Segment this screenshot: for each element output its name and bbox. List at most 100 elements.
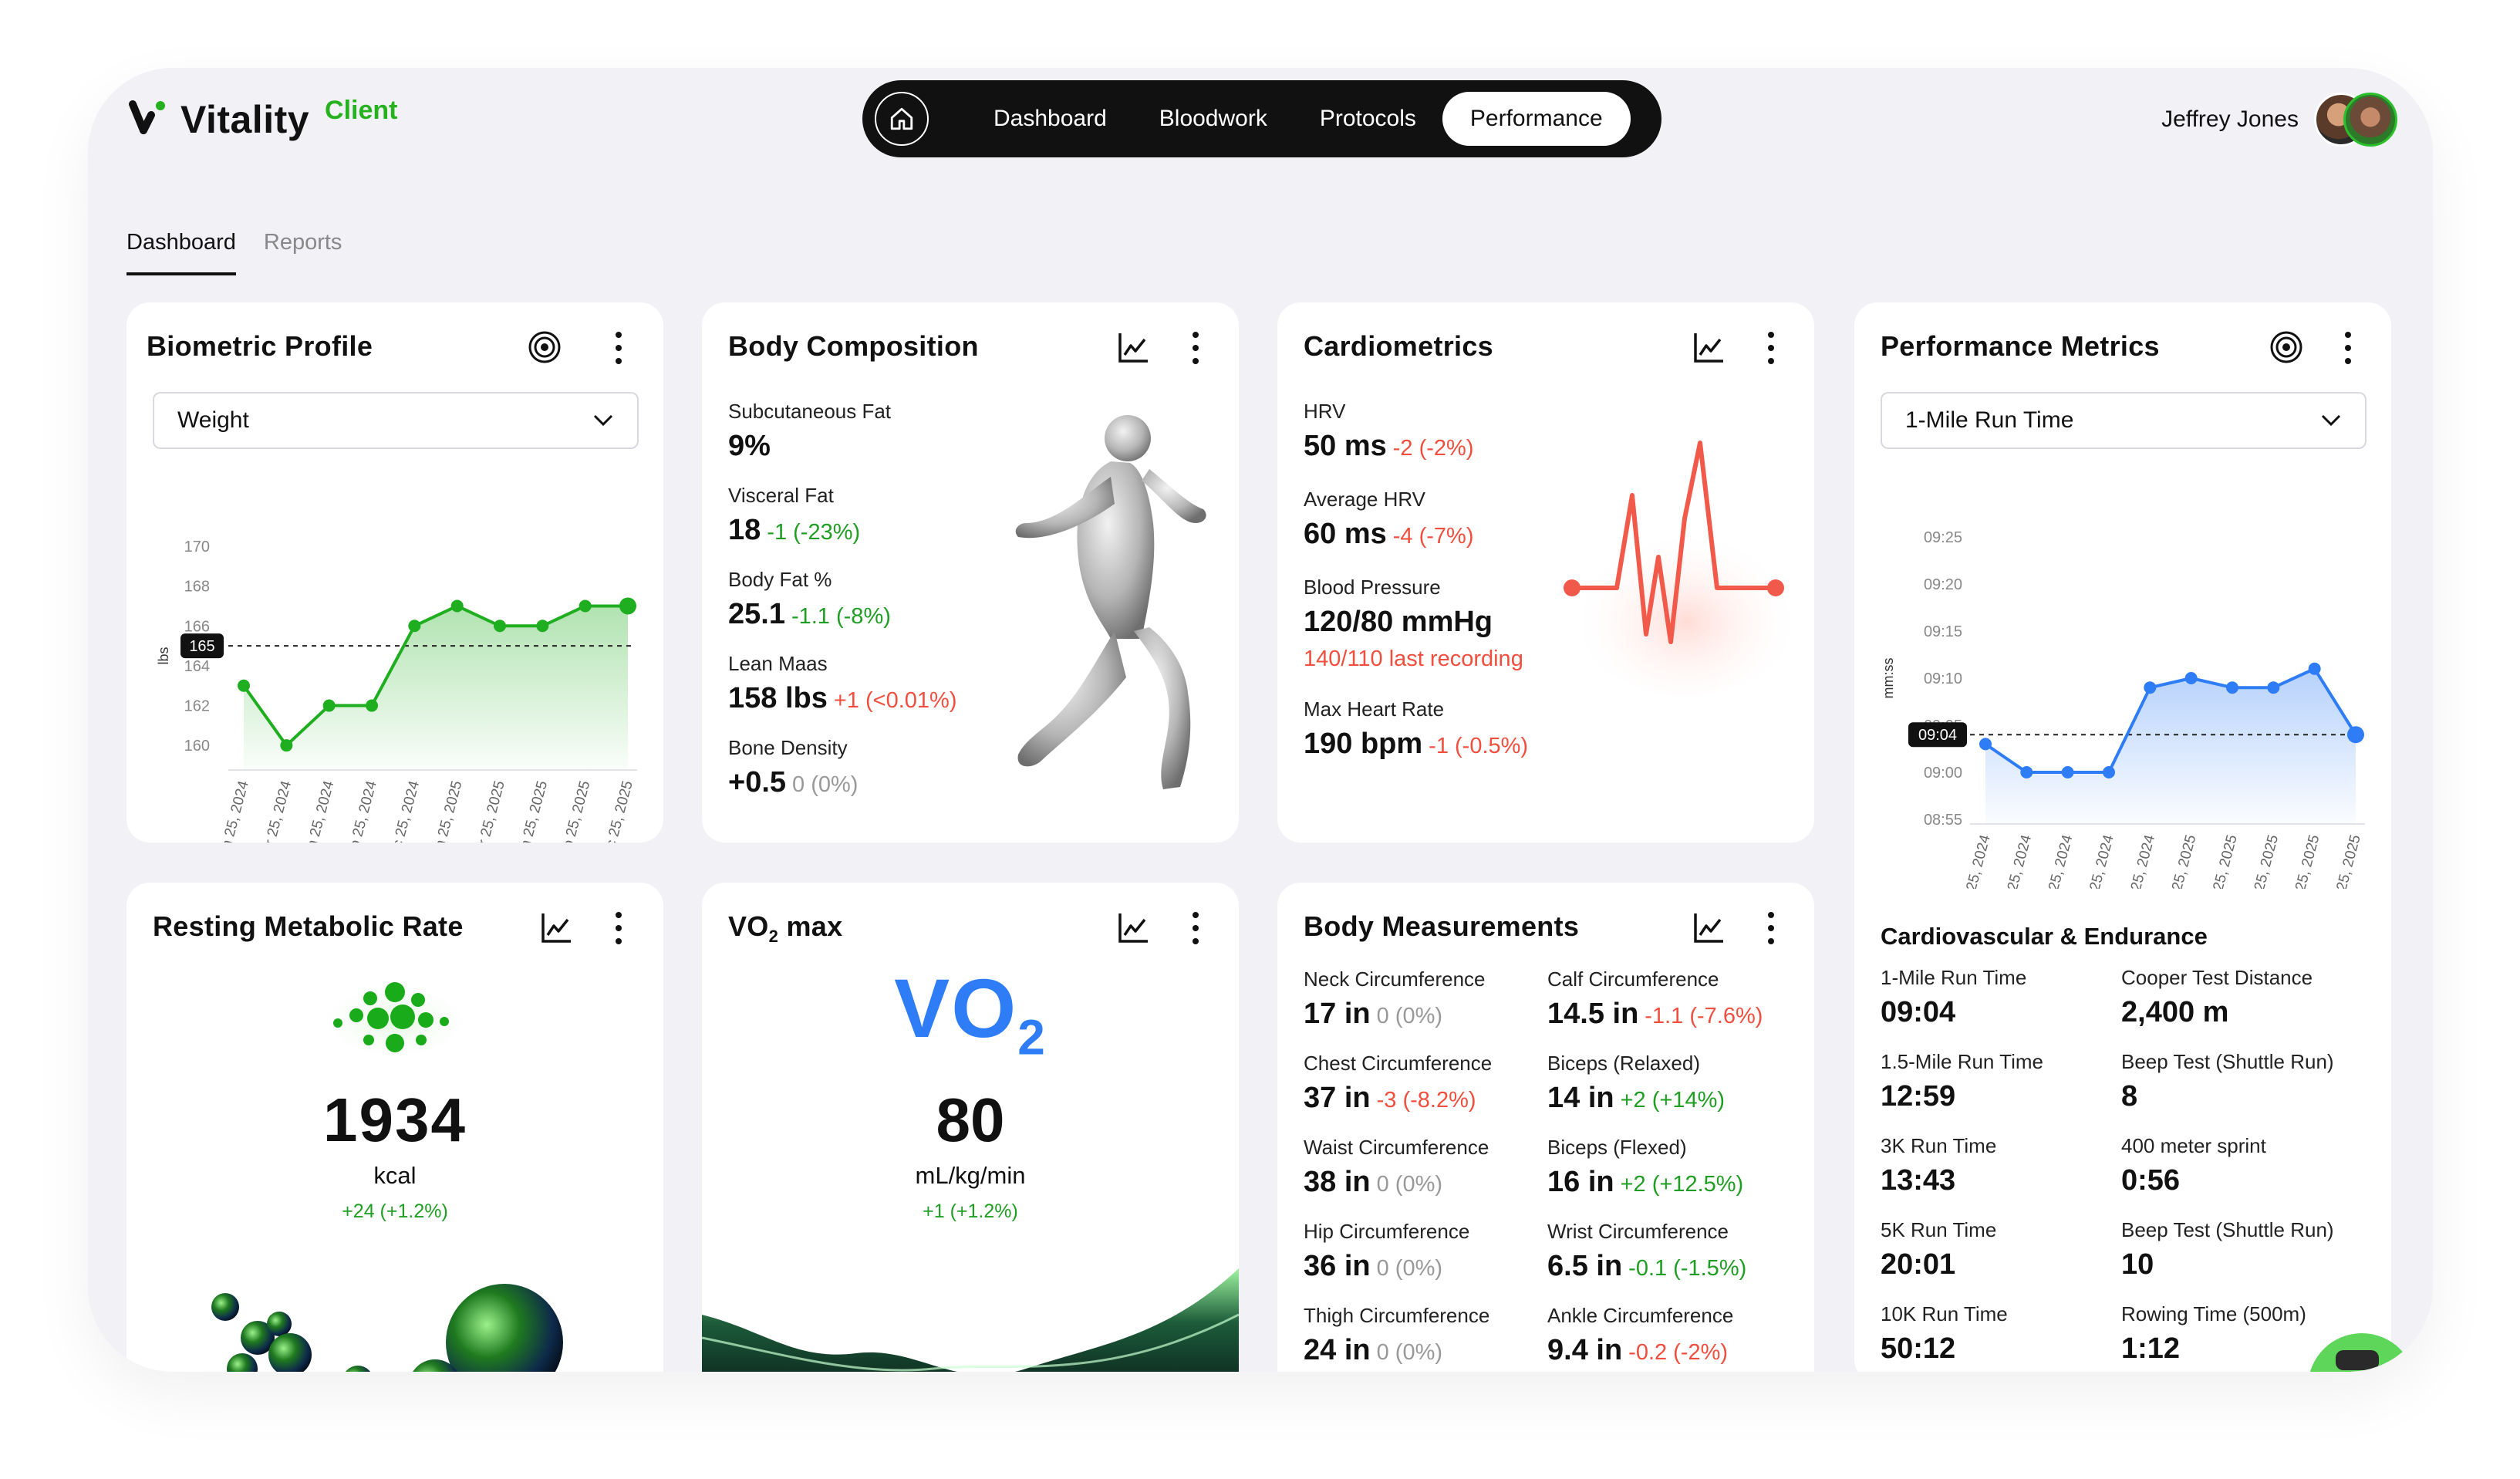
- metric-body-measurement: Hip Circumference 36 in 0 (0%): [1304, 1220, 1469, 1283]
- metric-label: 10K Run Time: [1881, 1302, 2008, 1325]
- running-figure-image: [1015, 415, 1206, 789]
- user-menu[interactable]: Jeffrey Jones: [2161, 93, 2397, 147]
- data-point: [2184, 672, 2198, 684]
- biometric-profile-card: Biometric Profile Weight 160 162 164 166 168…: [127, 302, 663, 842]
- line-chart-icon[interactable]: [1117, 910, 1151, 944]
- metric-body-measurement: Biceps (Flexed) 16 in +2 (+12.5%): [1547, 1136, 1743, 1199]
- card-title: Cardiometrics: [1304, 330, 1493, 362]
- tab-reports[interactable]: Reports: [263, 230, 342, 255]
- reference-label: 09:04: [1918, 727, 1957, 744]
- line-chart-icon[interactable]: [1117, 330, 1151, 364]
- metric-performance: Beep Test (Shuttle Run) 8: [2121, 1050, 2334, 1113]
- home-button[interactable]: [875, 92, 929, 146]
- metric-delta: -3 (-8.2%): [1376, 1088, 1476, 1113]
- vo2-delta: +1 (+1.2%): [923, 1200, 1018, 1222]
- y-tick-label: 170: [184, 539, 210, 555]
- metric-delta: 0 (0%): [1376, 1256, 1443, 1281]
- metric-value: 120/80 mmHg: [1304, 606, 1493, 638]
- metric-performance: 1.5-Mile Run Time 12:59: [1881, 1050, 2043, 1113]
- nav-item-bloodwork[interactable]: Bloodwork: [1159, 106, 1267, 131]
- cardiometrics-card: Cardiometrics HRV 50 ms -2 (-2%) Average …: [1277, 302, 1814, 842]
- metric-delta: +1 (<0.01%): [833, 688, 957, 713]
- nav-item-dashboard[interactable]: Dashboard: [993, 106, 1107, 131]
- x-tick-label: Jan 25, 2024: [1956, 832, 1994, 889]
- more-options-icon[interactable]: [614, 332, 623, 364]
- more-options-icon[interactable]: [614, 912, 623, 944]
- vo2-max-card: VO2 max VO2 80 mL/kg/min +1 (+1.2%): [702, 883, 1239, 1372]
- more-options-icon[interactable]: [1766, 332, 1776, 364]
- bp-note: 140/110 last recording: [1304, 647, 1523, 671]
- metric-value: 20:01: [1881, 1248, 1956, 1281]
- line-chart-icon[interactable]: [1692, 910, 1726, 944]
- more-options-icon[interactable]: [1766, 912, 1776, 944]
- line-chart-icon[interactable]: [1692, 330, 1726, 364]
- area-fill: [244, 606, 628, 770]
- target-icon[interactable]: [528, 330, 562, 364]
- data-point: [2267, 681, 2280, 694]
- more-options-icon[interactable]: [1191, 332, 1200, 364]
- metric-performance: 400 meter sprint 0:56: [2121, 1134, 2266, 1197]
- card-title: Resting Metabolic Rate: [153, 910, 464, 942]
- user-name: Jeffrey Jones: [2161, 106, 2299, 132]
- metric-value: 18: [728, 514, 761, 546]
- x-tick-label: Sep 25, 2025: [555, 779, 594, 842]
- metric-value: 190 bpm: [1304, 728, 1423, 760]
- tab-dashboard[interactable]: Dashboard: [127, 230, 236, 275]
- metric-label: HRV: [1304, 400, 1346, 423]
- metric-performance: Cooper Test Distance 2,400 m: [2121, 966, 2313, 1029]
- metric-select[interactable]: Weight: [153, 392, 639, 449]
- metric-label: Subcutaneous Fat: [728, 400, 892, 423]
- series-line: [242, 604, 628, 748]
- bubbles-image: [211, 1284, 563, 1372]
- brand[interactable]: Vitality Client: [128, 96, 398, 142]
- metric-label: Biceps (Relaxed): [1547, 1052, 1700, 1075]
- target-icon[interactable]: [2269, 330, 2303, 364]
- metric-body-measurement: Ankle Circumference 9.4 in -0.2 (-2%): [1547, 1304, 1733, 1367]
- data-point: [2103, 766, 2115, 778]
- nav-item-performance[interactable]: Performance: [1442, 92, 1631, 146]
- y-tick-label: 168: [184, 579, 210, 596]
- x-tick-label: Dec 25, 2025: [2326, 833, 2364, 889]
- y-tick-label: 09:20: [1924, 576, 1962, 593]
- data-point: [2308, 662, 2321, 675]
- metric-delta: +2 (+14%): [1620, 1088, 1726, 1113]
- metric-delta: -0.1 (-1.5%): [1628, 1256, 1747, 1281]
- more-options-icon[interactable]: [1191, 912, 1200, 944]
- vo2-value: 80: [936, 1086, 1005, 1154]
- vo2-title-main: VO: [728, 910, 769, 942]
- y-tick-label: 09:00: [1924, 765, 1962, 782]
- vo2-graphic-main: VO: [894, 961, 1018, 1055]
- metric-value: 14.5 in: [1547, 998, 1639, 1030]
- metric-value: 13:43: [1881, 1164, 1956, 1197]
- metric-value: 09:04: [1881, 996, 1956, 1028]
- x-tick-label: Jan 25, 2024: [214, 778, 252, 842]
- metric-label: Beep Test (Shuttle Run): [2121, 1218, 2334, 1241]
- card-title: Performance Metrics: [1881, 330, 2160, 362]
- metric-performance: Rowing Time (500m) 1:12: [2121, 1302, 2306, 1366]
- y-tick-label: 09:15: [1924, 623, 1962, 640]
- x-tick-label: Sep 25, 2024: [342, 778, 380, 842]
- metric-select[interactable]: 1-Mile Run Time: [1881, 392, 2367, 449]
- metric-delta: -1.1 (-8%): [791, 604, 891, 629]
- more-options-icon[interactable]: [2343, 332, 2353, 364]
- y-tick-label: 164: [184, 658, 210, 675]
- nav-item-protocols[interactable]: Protocols: [1319, 106, 1416, 131]
- y-tick-label: 160: [184, 738, 210, 755]
- line-chart-icon[interactable]: [540, 910, 574, 944]
- x-tick-label: Jun 25, 2024: [300, 778, 338, 842]
- vo2-graphic-sub: 2: [1017, 1009, 1047, 1065]
- vo2-title-sub: 2: [768, 927, 779, 947]
- vo2-title-rest: max: [778, 910, 843, 942]
- x-tick-label: Sep 25, 2025: [2285, 833, 2323, 889]
- home-icon: [890, 107, 913, 130]
- metric-label: Waist Circumference: [1304, 1136, 1489, 1159]
- metric-label: Body Fat %: [728, 568, 832, 591]
- metric-body-measurement: Neck Circumference 17 in 0 (0%): [1304, 967, 1486, 1031]
- vo2-unit: mL/kg/min: [915, 1162, 1026, 1189]
- run-time-chart: 08:5509:0009:0509:1009:1509:2009:25mm:ss…: [1881, 529, 2365, 889]
- metric-value: 16 in: [1547, 1166, 1614, 1198]
- metric-value: 14 in: [1547, 1082, 1614, 1114]
- metric-label: 400 meter sprint: [2121, 1134, 2266, 1157]
- metric-body-measurement: Waist Circumference 38 in 0 (0%): [1304, 1136, 1489, 1199]
